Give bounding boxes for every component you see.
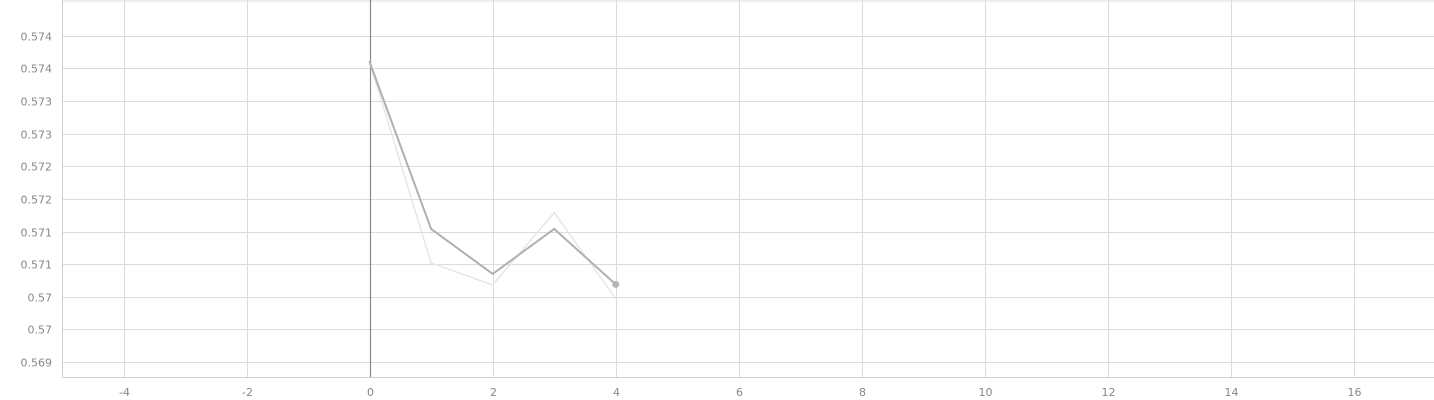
x-tick-label: -4 (119, 386, 130, 399)
x-tick-label: 4 (613, 386, 620, 399)
y-tick-label: 0.572 (21, 194, 53, 207)
x-tick-label: 14 (1225, 386, 1239, 399)
smoothed-series-line (368, 61, 617, 286)
axes (62, 0, 1434, 378)
y-tick-label: 0.572 (21, 161, 53, 174)
last-point-marker (612, 280, 620, 288)
series-lines (368, 61, 617, 300)
y-tick-label: 0.57 (28, 324, 53, 337)
y-tick-label: 0.574 (21, 31, 53, 44)
x-tick-label: 2 (490, 386, 497, 399)
x-tick-label: 8 (859, 386, 866, 399)
y-tick-label: 0.57 (28, 292, 53, 305)
y-tick-label: 0.569 (21, 357, 53, 370)
x-grid-lines (124, 0, 1355, 377)
raw-series-line (368, 61, 617, 300)
y-grid-lines (62, 0, 1434, 363)
x-tick-label: 10 (979, 386, 993, 399)
x-tick-labels: -4 -2 0 2 4 6 8 10 12 14 16 (119, 386, 1361, 399)
x-tick-label: 6 (736, 386, 743, 399)
y-tick-label: 0.573 (21, 129, 53, 142)
series-point (612, 280, 620, 288)
x-tick-label: 12 (1102, 386, 1116, 399)
y-tick-label: 0.574 (21, 63, 53, 76)
x-tick-label: 0 (367, 386, 374, 399)
x-tick-label: -2 (242, 386, 253, 399)
y-tick-label: 0.573 (21, 96, 53, 109)
y-tick-label: 0.571 (21, 259, 53, 272)
y-tick-labels: 0.569 0.57 0.57 0.571 0.571 0.572 0.572 0.573 0.… (21, 31, 53, 370)
y-tick-label: 0.571 (21, 227, 53, 240)
x-tick-label: 16 (1348, 386, 1362, 399)
